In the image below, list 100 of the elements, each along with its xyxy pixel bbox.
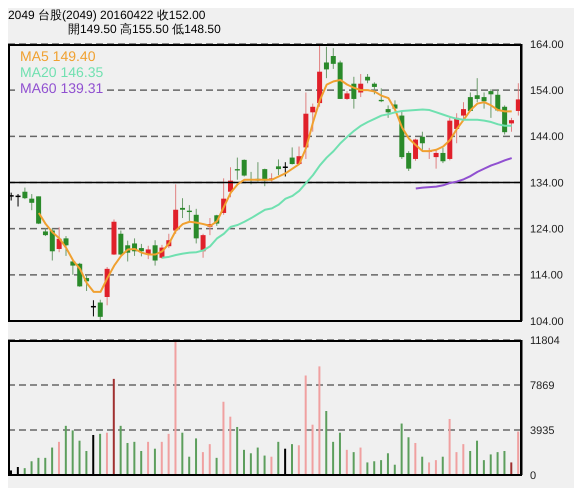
bar: [120, 426, 122, 475]
bar: [250, 453, 252, 475]
bar: [202, 452, 204, 475]
bar: [380, 460, 382, 475]
bar: [469, 450, 472, 475]
bar: [37, 458, 40, 475]
bar: [373, 461, 376, 475]
y-tick-label: 3935: [530, 424, 554, 437]
bar: [85, 450, 88, 475]
bar: [455, 452, 458, 475]
candlestick: [50, 228, 55, 262]
candlestick: [138, 243, 144, 257]
candlestick: [282, 162, 289, 177]
y-tick-label: 0: [530, 470, 536, 482]
bar: [476, 440, 478, 475]
bar: [298, 445, 300, 475]
candlestick: [22, 187, 28, 200]
bar: [318, 366, 320, 475]
candlestick: [146, 245, 151, 260]
candlestick: [276, 158, 281, 176]
y-tick-label: 124.00: [530, 224, 564, 236]
bar: [126, 442, 129, 475]
bar: [338, 432, 341, 475]
bar: [290, 444, 293, 475]
bar: [229, 416, 232, 475]
bar: [106, 432, 108, 475]
bar: [147, 442, 150, 475]
bar: [517, 432, 520, 475]
candlestick: [488, 88, 494, 118]
bar: [448, 418, 451, 475]
bar: [78, 440, 81, 475]
bar: [304, 376, 307, 475]
candlestick: [365, 74, 370, 84]
bar: [270, 456, 272, 475]
y-tick-label: 7869: [530, 380, 554, 392]
bar: [208, 444, 211, 475]
bar: [442, 456, 444, 475]
y-tick-label: 11804: [530, 334, 560, 347]
bar: [400, 424, 403, 475]
bar: [428, 462, 430, 475]
bar: [277, 442, 280, 475]
bar: [236, 426, 238, 475]
candlestick: [14, 194, 22, 208]
bar: [462, 444, 464, 475]
bar: [168, 434, 170, 475]
bar: [30, 461, 33, 475]
bar: [133, 442, 136, 475]
bar: [421, 456, 424, 475]
candlestick: [386, 104, 391, 118]
bar: [195, 438, 198, 475]
bar: [482, 460, 485, 475]
bar: [386, 453, 389, 475]
bar: [64, 426, 67, 475]
bar: [243, 450, 246, 475]
bar: [352, 452, 355, 475]
text: MA60 139.31: [20, 80, 104, 96]
candlestick: [434, 149, 439, 170]
candlestick: [173, 184, 178, 234]
bar: [414, 442, 416, 475]
y-tick-label: 104.00: [530, 316, 564, 328]
bar: [160, 442, 163, 475]
bar: [92, 434, 94, 475]
y-tick-label: 134.00: [530, 177, 564, 190]
chart-subtitle: 開149.50 高155.50 低148.50: [67, 22, 222, 36]
y-tick-label: 114.00: [530, 270, 563, 282]
bar: [222, 402, 224, 475]
candlestick: [90, 300, 97, 317]
candlestick: [461, 102, 466, 120]
bar: [112, 378, 115, 475]
bar: [154, 448, 156, 475]
candlestick: [508, 117, 514, 132]
y-tick-label: 144.00: [530, 131, 564, 144]
bar: [264, 456, 266, 475]
candlestick: [290, 146, 295, 165]
candlestick: [372, 82, 377, 95]
bar: [407, 437, 410, 475]
bar: [496, 452, 499, 475]
bar: [174, 340, 176, 475]
bar: [394, 464, 396, 475]
bar: [312, 424, 314, 475]
bar: [284, 448, 286, 475]
bar: [360, 448, 362, 475]
candlestick: [482, 92, 487, 110]
candlestick: [420, 131, 425, 150]
bar: [99, 434, 102, 475]
text: MA5 149.40: [20, 48, 96, 64]
bar: [58, 442, 60, 475]
bar: [490, 454, 492, 475]
bar: [332, 442, 334, 475]
line-series: [414, 157, 513, 190]
y-tick-label: 164.00: [530, 38, 564, 51]
chart-title: 2049 台股(2049) 20160422 收152.00: [8, 8, 206, 22]
bar: [72, 430, 74, 475]
candlestick: [324, 46, 329, 79]
bar: [44, 458, 46, 475]
bar: [51, 448, 54, 475]
bar: [434, 460, 437, 475]
bar: [325, 410, 328, 475]
bar: [256, 448, 259, 475]
candlestick: [310, 103, 316, 132]
